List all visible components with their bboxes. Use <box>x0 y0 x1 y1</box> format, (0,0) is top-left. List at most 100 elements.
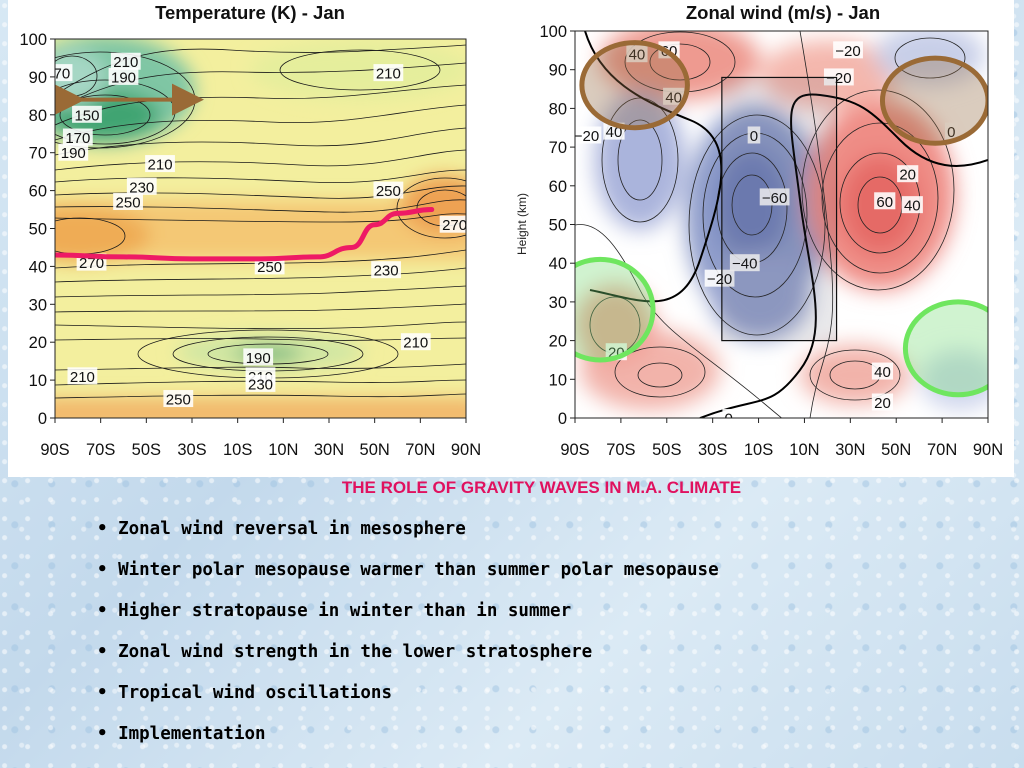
y-tick-label: 70 <box>549 139 567 157</box>
wind-westerly-north-lower <box>800 345 910 405</box>
contour-label-bg <box>110 52 141 70</box>
contour-label: 40 <box>629 47 646 64</box>
temperature-x-axis: 90S 70S 50S 30S 10S 10N 30N 50N 70N 90N <box>40 418 481 459</box>
contour-label-bg <box>67 367 98 385</box>
x-tick-label: 70S <box>606 441 635 459</box>
contour-label: 190 <box>111 69 136 86</box>
y-tick-label: 50 <box>549 217 567 235</box>
contour-label-bg <box>759 188 790 206</box>
contour-label: −20 <box>826 70 851 87</box>
contour-label: 150 <box>74 107 99 124</box>
contour-label: 270 <box>442 217 467 234</box>
temperature-warm-surface <box>55 398 466 418</box>
x-tick-label: 30N <box>835 441 865 459</box>
contour-label-bg <box>871 362 894 380</box>
contour-label: 190 <box>246 350 271 367</box>
bullet-item: • Tropical wind oscillations <box>97 683 393 703</box>
contour-label: 230 <box>374 263 399 280</box>
x-tick-label: 50S <box>652 441 681 459</box>
contour-label: 250 <box>116 194 141 211</box>
contour-label-bg <box>243 348 274 366</box>
x-tick-label: 30S <box>698 441 727 459</box>
wind-y-axis: 0 10 20 30 40 50 60 70 80 90 100 <box>539 23 575 428</box>
temperature-y-axis: 0 10 20 30 40 50 60 70 80 90 100 <box>19 31 55 428</box>
y-tick-label: 10 <box>29 372 47 390</box>
green-ellipse <box>575 256 656 363</box>
y-tick-label: 10 <box>549 371 567 389</box>
bullet-item: • Zonal wind reversal in mesosphere <box>97 519 466 539</box>
contour-label: 210 <box>403 335 428 352</box>
contour-label: −40 <box>732 256 757 273</box>
tropical-box <box>721 76 838 342</box>
contour-label-bg <box>439 215 466 233</box>
contour-label-bg <box>874 192 896 210</box>
x-tick-label: 10S <box>223 441 252 459</box>
contour-label-bg <box>823 68 854 86</box>
contour-label-bg <box>729 254 760 272</box>
temperature-cool-north-top <box>250 40 466 100</box>
y-tick-label: 0 <box>558 410 567 428</box>
contour-label: 270 <box>79 255 104 272</box>
x-tick-label: 90S <box>560 441 589 459</box>
contour-label: 230 <box>129 179 154 196</box>
bullet-list: • Zonal wind reversal in mesosphere • Wi… <box>97 516 719 762</box>
contour-label-bg <box>871 393 894 411</box>
y-tick-label: 40 <box>29 258 47 276</box>
contour-label-bg <box>897 165 919 183</box>
contour-label: 60 <box>876 194 893 211</box>
contour-label: 70 <box>54 66 71 83</box>
wind-x-axis: 90S 70S 50S 30S 10S 10N 30N 50N 70N 90N <box>560 418 1003 459</box>
x-tick-label: 90N <box>973 441 1003 459</box>
x-tick-label: 70S <box>86 441 115 459</box>
x-tick-label: 70N <box>927 441 957 459</box>
wind-zero-line-north <box>699 93 988 418</box>
x-tick-label: 50N <box>360 441 390 459</box>
contour-label: 250 <box>376 183 401 200</box>
y-tick-label: 30 <box>549 294 567 312</box>
wind-brown-ellipses <box>579 40 988 146</box>
contour-label: −20 <box>835 43 860 60</box>
wind-easterly-tropics-core <box>717 150 787 260</box>
green-ellipse <box>902 299 988 398</box>
contour-label-bg <box>901 196 923 214</box>
y-tick-label: 30 <box>29 296 47 314</box>
contour-label: 40 <box>606 124 623 141</box>
contour-label: 20 <box>874 395 891 412</box>
y-tick-label: 100 <box>19 31 47 49</box>
contour-label: −20 <box>574 128 599 145</box>
wind-green-ellipses <box>575 256 988 398</box>
bullet-item: • Higher stratopause in winter than in s… <box>97 601 572 621</box>
x-tick-label: 50S <box>132 441 161 459</box>
contour-label-bg <box>58 143 89 161</box>
x-tick-label: 90N <box>451 441 481 459</box>
x-tick-label: 10S <box>744 441 773 459</box>
x-tick-label: 30N <box>314 441 344 459</box>
contour-label-bg <box>254 257 285 275</box>
contour-label: 190 <box>61 145 86 162</box>
temperature-warm-core-south <box>55 207 150 263</box>
contour-label-bg <box>245 374 276 392</box>
contour-label: 0 <box>750 128 758 145</box>
y-tick-label: 80 <box>549 100 567 118</box>
y-tick-label: 20 <box>549 333 567 351</box>
wind-chart-title: Zonal wind (m/s) - Jan <box>686 2 880 23</box>
contour-label-bg <box>663 87 685 105</box>
contour-label-bg <box>944 122 958 140</box>
y-tick-label: 80 <box>29 107 47 125</box>
y-tick-label: 50 <box>29 221 47 239</box>
contour-label-bg <box>400 333 431 351</box>
y-tick-label: 90 <box>549 62 567 80</box>
contour-label-bg <box>55 64 73 82</box>
contour-label-bg <box>145 155 175 173</box>
contour-label: 20 <box>899 167 916 184</box>
contour-label: 210 <box>70 369 95 386</box>
y-tick-label: 60 <box>549 178 567 196</box>
contour-label: −60 <box>762 190 787 207</box>
contour-label-bg <box>626 45 648 63</box>
wind-field: 406040−20−2000−2040−60206040−40−20204020… <box>574 31 988 418</box>
x-tick-label: 70N <box>405 441 435 459</box>
y-tick-label: 40 <box>549 255 567 273</box>
contour-label: 250 <box>166 392 191 409</box>
